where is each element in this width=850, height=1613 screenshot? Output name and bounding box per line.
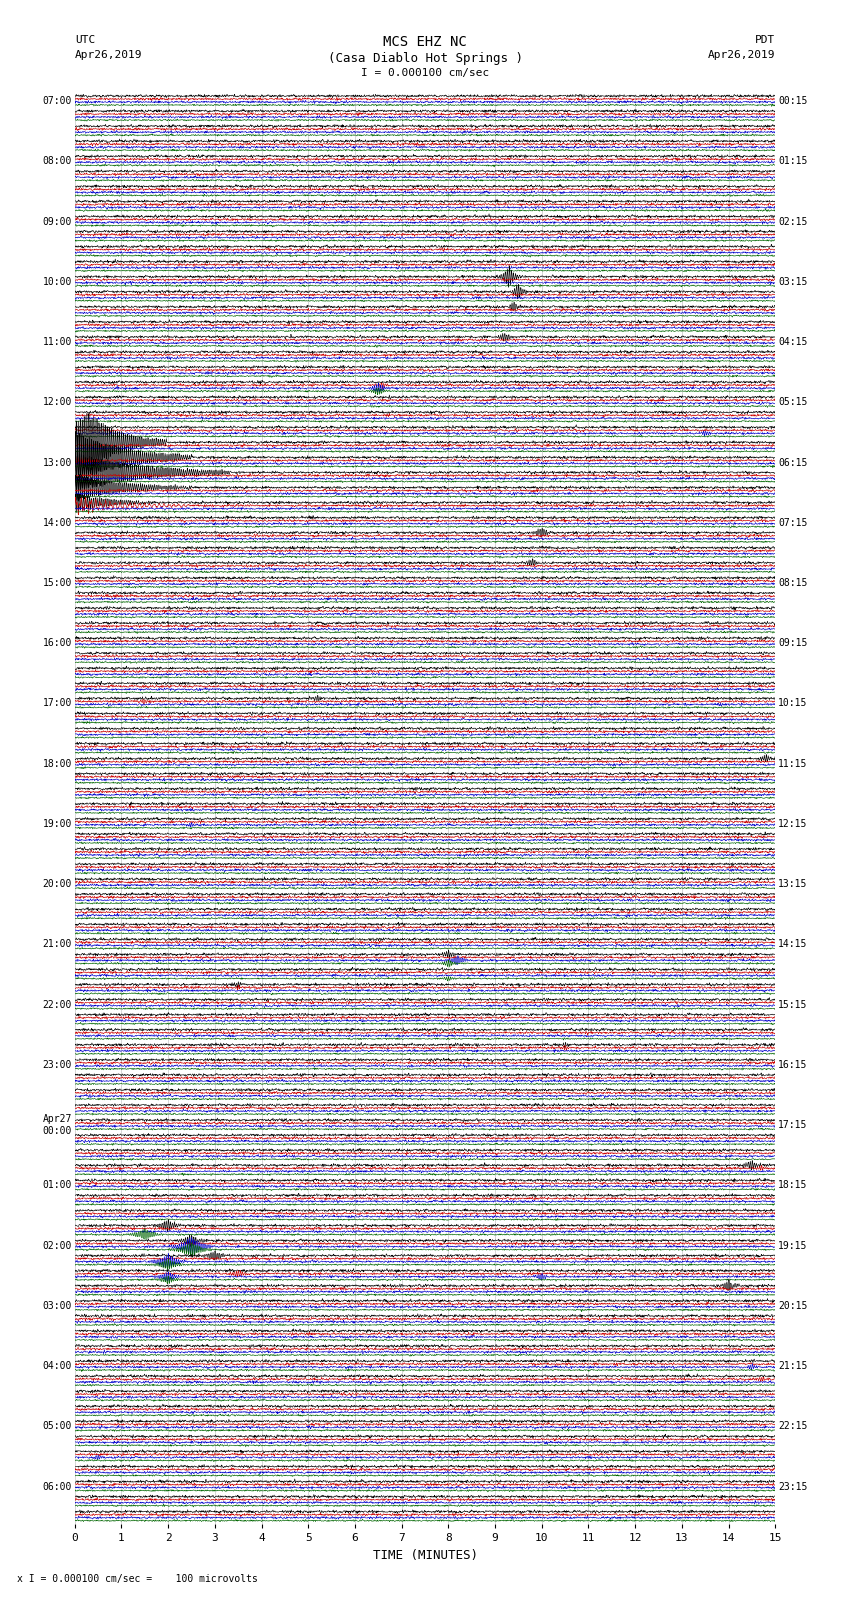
X-axis label: TIME (MINUTES): TIME (MINUTES) xyxy=(372,1548,478,1561)
Text: PDT: PDT xyxy=(755,35,775,45)
Text: MCS EHZ NC: MCS EHZ NC xyxy=(383,35,467,50)
Text: Apr26,2019: Apr26,2019 xyxy=(75,50,142,60)
Text: (Casa Diablo Hot Springs ): (Casa Diablo Hot Springs ) xyxy=(327,52,523,65)
Text: Apr26,2019: Apr26,2019 xyxy=(708,50,775,60)
Text: UTC: UTC xyxy=(75,35,95,45)
Text: x I = 0.000100 cm/sec =    100 microvolts: x I = 0.000100 cm/sec = 100 microvolts xyxy=(17,1574,258,1584)
Text: I = 0.000100 cm/sec: I = 0.000100 cm/sec xyxy=(361,68,489,77)
